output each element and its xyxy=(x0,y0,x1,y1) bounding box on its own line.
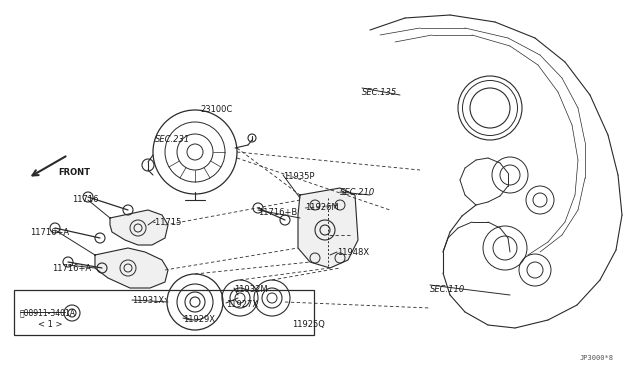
Text: 23100C: 23100C xyxy=(200,105,232,114)
Polygon shape xyxy=(110,210,168,245)
Text: 11948X: 11948X xyxy=(337,248,369,257)
Text: < 1 >: < 1 > xyxy=(38,320,63,329)
Text: SEC.135: SEC.135 xyxy=(362,88,397,97)
Polygon shape xyxy=(298,188,358,268)
Text: 11926M: 11926M xyxy=(305,203,339,212)
Text: SEC.210: SEC.210 xyxy=(340,188,375,197)
Polygon shape xyxy=(95,248,168,288)
Text: -11715: -11715 xyxy=(153,218,182,227)
Text: 11931X: 11931X xyxy=(132,296,164,305)
Text: 11932M: 11932M xyxy=(234,285,268,294)
Text: 11927X: 11927X xyxy=(226,300,258,309)
Text: 11716+A: 11716+A xyxy=(52,264,91,273)
Text: SEC.231: SEC.231 xyxy=(155,135,190,144)
Text: 11929X: 11929X xyxy=(183,315,215,324)
Text: FRONT: FRONT xyxy=(58,168,90,177)
Text: 11935P: 11935P xyxy=(283,172,314,181)
Text: JP3000*8: JP3000*8 xyxy=(580,355,614,361)
Text: 11925Q: 11925Q xyxy=(292,320,325,329)
Text: SEC.110: SEC.110 xyxy=(430,285,465,294)
Text: ⓝ08911-3401A: ⓝ08911-3401A xyxy=(20,308,76,317)
Text: 11716+B: 11716+B xyxy=(258,208,297,217)
Text: 11716+A: 11716+A xyxy=(30,228,69,237)
Bar xyxy=(14,290,314,335)
Text: 11716: 11716 xyxy=(72,195,99,204)
